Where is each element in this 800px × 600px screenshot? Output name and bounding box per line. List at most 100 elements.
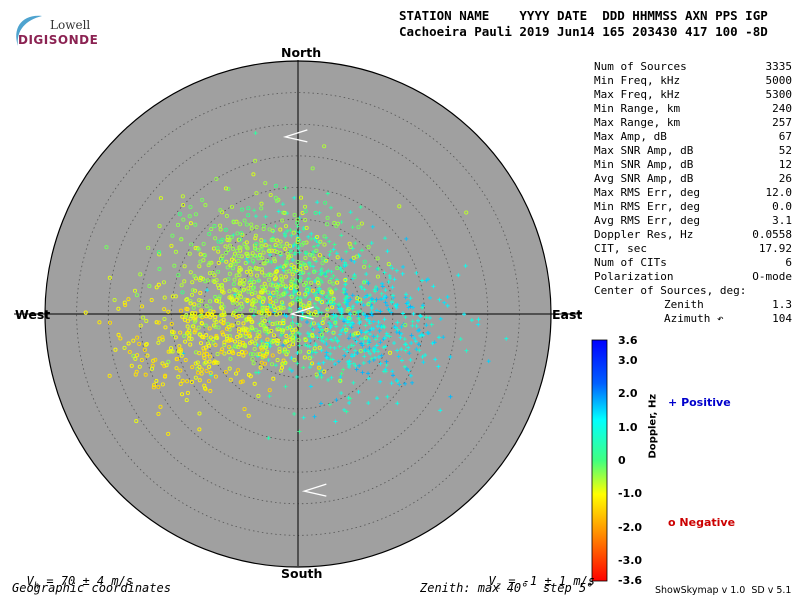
source-point-negative: [189, 379, 195, 385]
source-point-positive: [385, 394, 390, 399]
source-point-positive: [332, 362, 337, 367]
source-point-negative: [249, 324, 254, 329]
source-point-positive: [386, 279, 391, 284]
source-point-positive: [326, 377, 331, 382]
source-point-negative: [276, 324, 281, 329]
label-east: East: [552, 307, 583, 322]
source-point-negative: [226, 247, 231, 252]
source-point-positive: [325, 301, 330, 306]
source-point-negative: [221, 332, 226, 337]
source-points: [83, 131, 509, 441]
source-point-positive: [253, 131, 258, 136]
source-point-negative: [256, 248, 261, 253]
source-point-positive: [364, 329, 369, 334]
source-point-positive: [320, 328, 325, 333]
source-point-negative: [310, 334, 315, 339]
source-point-negative: [208, 370, 213, 375]
source-point-negative: [362, 264, 367, 269]
source-point-negative: [259, 246, 264, 251]
source-point-negative: [184, 297, 189, 302]
source-point-positive: [283, 185, 288, 190]
source-point-positive: [281, 343, 286, 348]
source-point-positive: [383, 236, 388, 241]
source-point-negative: [375, 256, 380, 261]
source-point-negative: [262, 323, 267, 329]
source-point-negative: [292, 283, 297, 288]
source-point-negative: [287, 344, 292, 349]
source-point-negative: [224, 213, 229, 219]
source-point-negative: [166, 359, 171, 364]
source-point-positive: [308, 332, 313, 337]
source-point-negative: [197, 298, 202, 303]
source-point-negative: [302, 204, 308, 209]
source-point-positive: [376, 320, 381, 325]
source-point-negative: [265, 349, 270, 354]
source-point-negative: [188, 299, 193, 304]
velocity-arrows: [282, 129, 327, 497]
source-point-negative: [256, 294, 261, 299]
source-point-negative: [195, 360, 200, 365]
source-point-negative: [160, 361, 165, 366]
source-point-negative: [221, 321, 226, 326]
source-point-positive: [332, 301, 337, 306]
source-point-negative: [272, 321, 277, 326]
source-point-positive: [431, 284, 436, 289]
source-point-negative: [250, 357, 255, 362]
colorbar-tick: 2.0: [618, 387, 638, 401]
source-point-negative: [288, 308, 293, 313]
source-point-negative: [277, 311, 283, 316]
source-point-negative: [213, 324, 218, 329]
source-point-negative: [263, 181, 268, 186]
source-point-negative: [238, 307, 243, 312]
source-point-negative: [285, 251, 290, 256]
source-point-positive: [253, 214, 258, 219]
source-point-positive: [403, 381, 408, 386]
source-point-negative: [355, 331, 360, 336]
source-point-positive: [273, 224, 278, 229]
source-point-positive: [374, 343, 379, 348]
source-point-negative: [289, 279, 294, 284]
source-point-negative: [320, 261, 325, 266]
source-point-negative: [224, 334, 229, 339]
source-point-negative: [172, 263, 177, 268]
source-point-positive: [420, 278, 425, 283]
source-point-negative: [232, 344, 237, 349]
source-point-negative: [199, 298, 204, 303]
source-point-negative: [199, 320, 204, 326]
source-point-negative: [185, 297, 190, 302]
source-point-positive: [336, 359, 341, 364]
source-point-negative: [325, 307, 330, 312]
source-point-negative: [281, 318, 286, 323]
source-point-positive: [373, 337, 378, 342]
source-point-negative: [316, 282, 321, 287]
stat-label: Azimuth ↶: [664, 312, 724, 325]
source-point-negative: [263, 284, 268, 289]
source-point-negative: [352, 275, 357, 280]
source-point-positive: [363, 323, 368, 328]
source-point-positive: [389, 299, 394, 304]
source-point-negative: [249, 226, 254, 231]
source-point-negative: [268, 282, 273, 287]
source-point-positive: [333, 335, 338, 340]
source-point-negative: [185, 390, 190, 395]
source-point-positive: [305, 320, 310, 325]
stat-row: Max SNR Amp, dB 52: [594, 144, 792, 158]
source-point-negative: [250, 319, 255, 324]
source-point-negative: [234, 297, 239, 302]
source-point-positive: [427, 295, 432, 300]
source-point-negative: [279, 365, 285, 370]
source-point-negative: [252, 305, 257, 311]
source-point-positive: [354, 367, 359, 372]
source-point-positive: [332, 242, 337, 247]
source-point-negative: [235, 335, 240, 340]
stat-value: 0.0: [772, 200, 792, 213]
source-point-negative: [187, 336, 192, 341]
source-point-negative: [315, 277, 320, 282]
source-point-negative: [260, 270, 265, 275]
source-point-negative: [240, 207, 245, 212]
source-point-negative: [263, 243, 268, 248]
source-point-negative: [311, 321, 316, 326]
stat-row: Zenith 1.3: [594, 298, 792, 312]
source-point-positive: [411, 311, 416, 316]
source-point-positive: [412, 336, 417, 341]
